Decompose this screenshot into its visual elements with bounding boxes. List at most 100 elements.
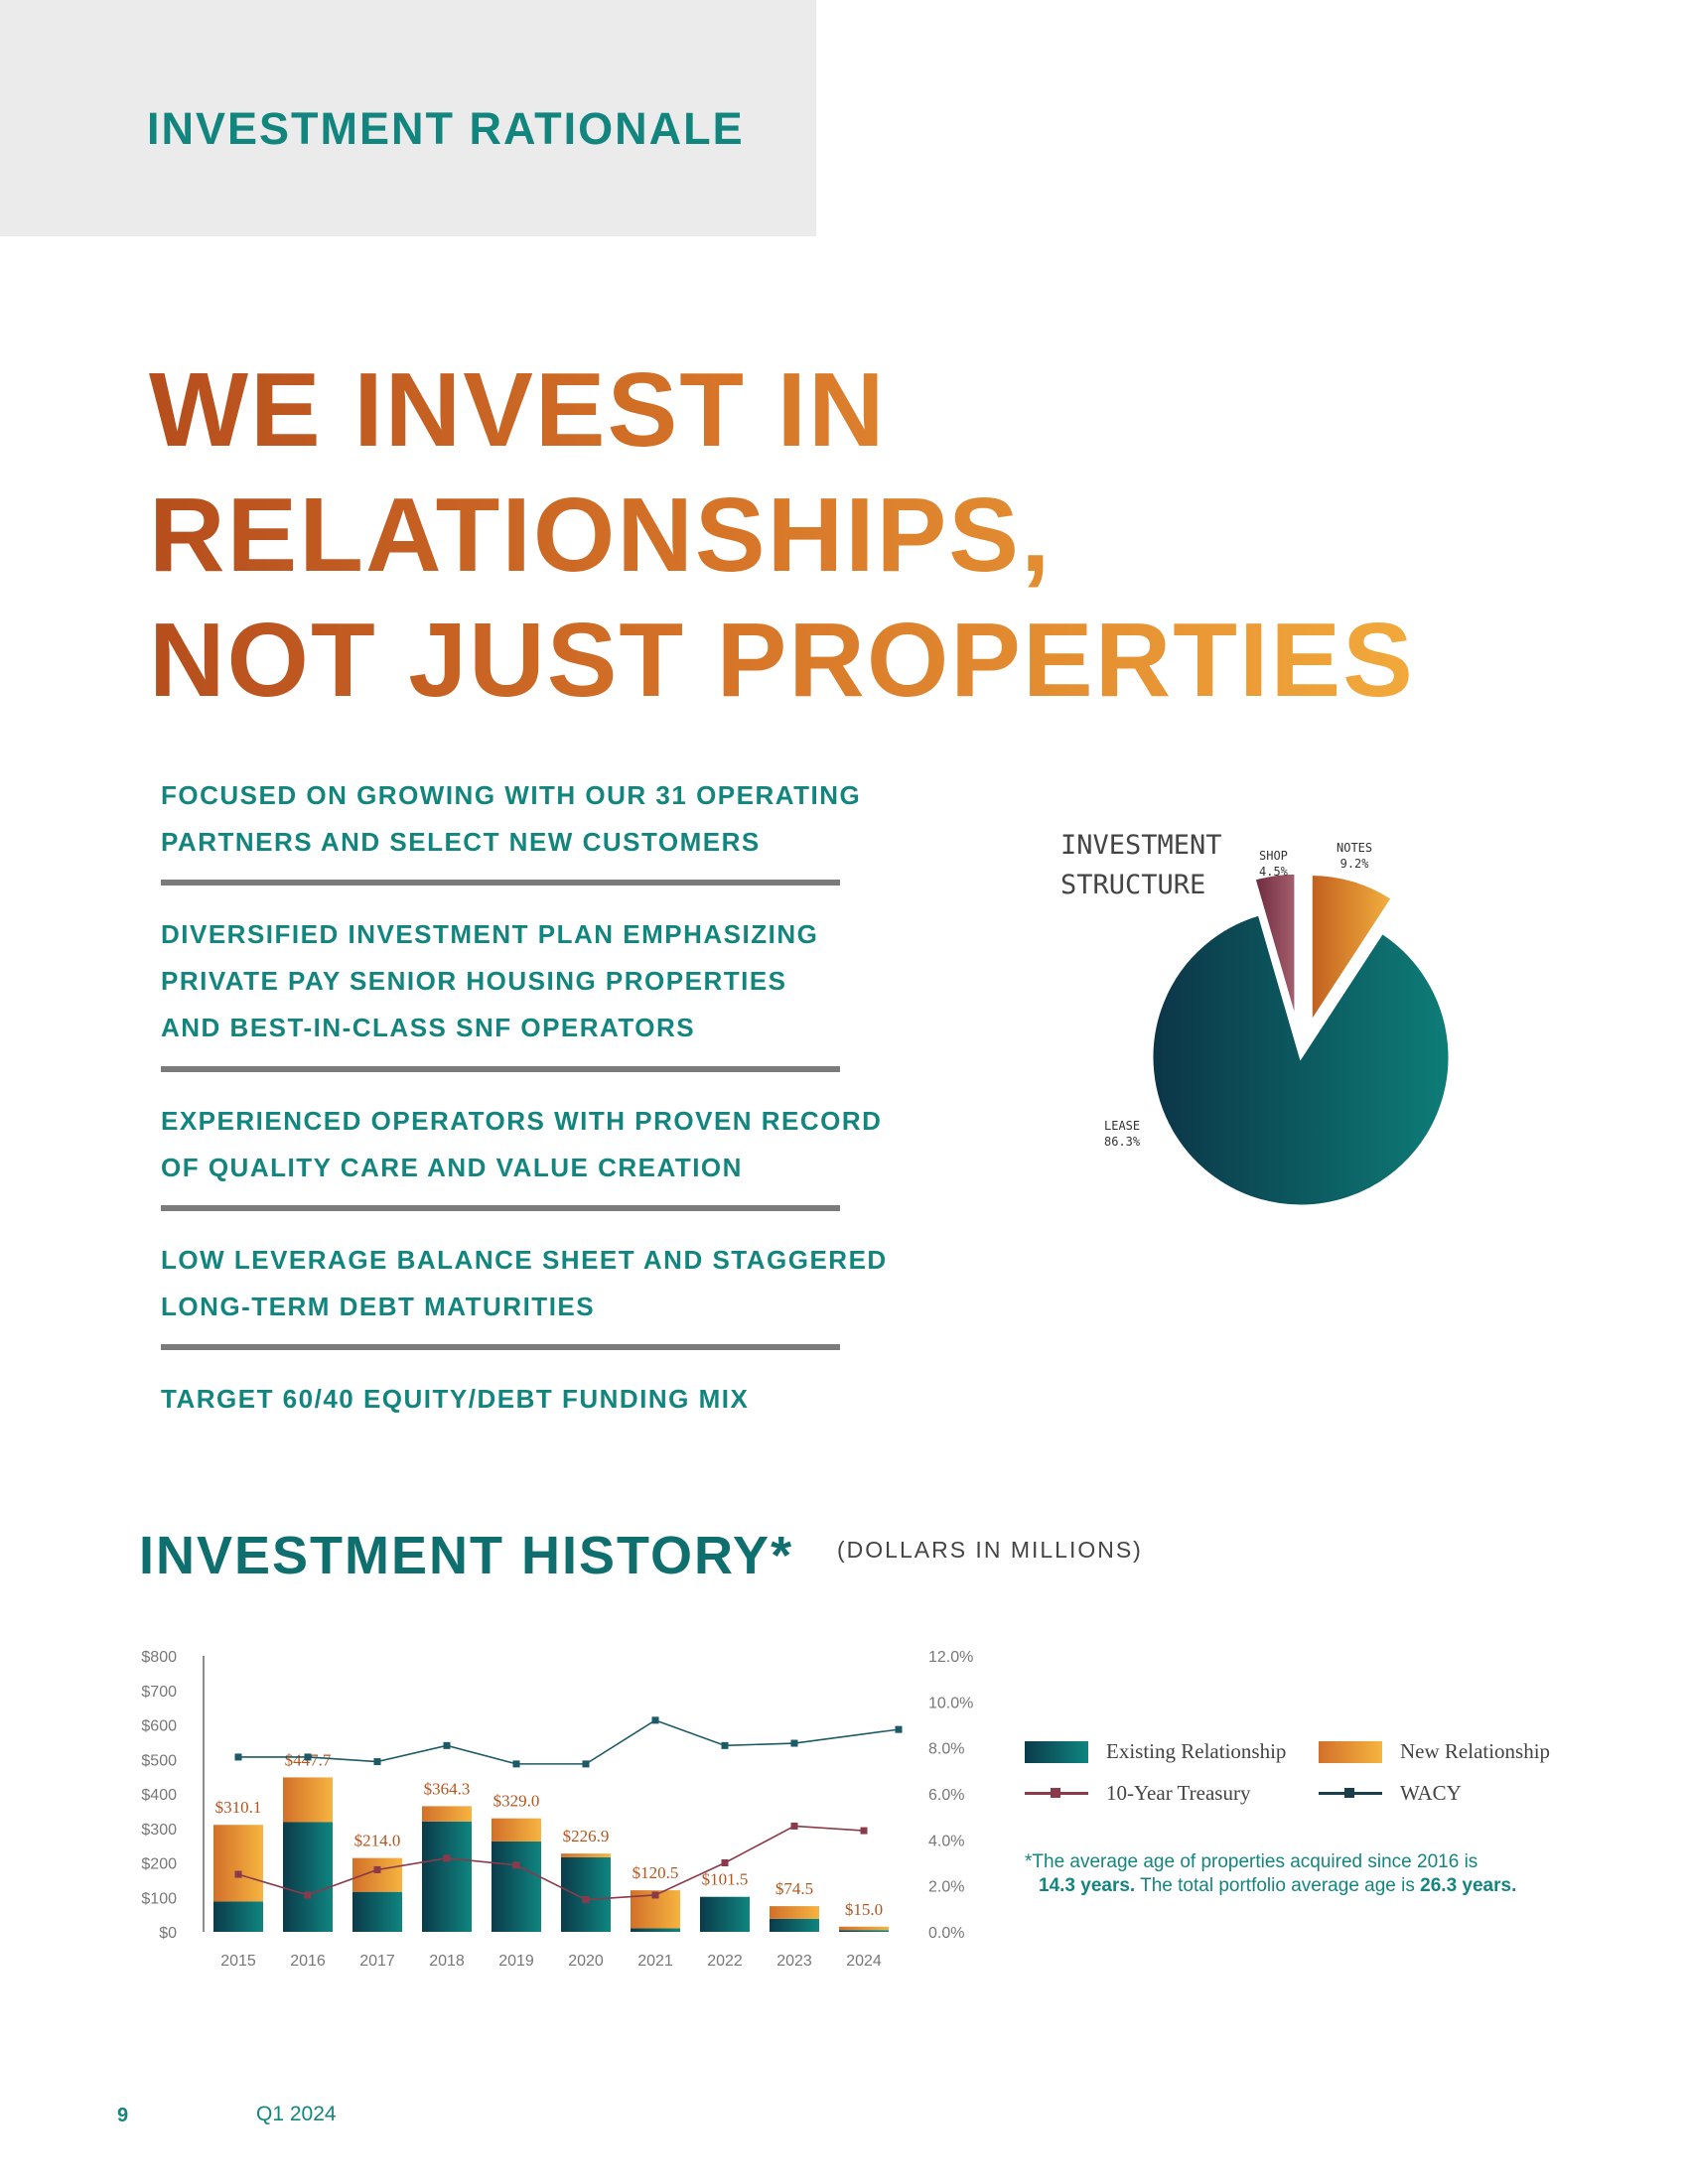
x-tick-label: 2021	[637, 1953, 673, 1970]
y-tick-label: $200	[141, 1856, 177, 1873]
section-label: INVESTMENT RATIONALE	[147, 103, 745, 154]
x-tick-label: 2022	[707, 1953, 743, 1970]
y-tick-label: $300	[141, 1822, 177, 1839]
pie-title-line: STRUCTURE	[1060, 870, 1206, 900]
x-tick-label: 2017	[359, 1953, 395, 1970]
legend-wacy: WACY	[1319, 1781, 1462, 1806]
footnote-line: *The average age of properties acquired …	[1025, 1851, 1478, 1872]
bar-total-label: $226.9	[563, 1827, 610, 1845]
bar-new	[492, 1818, 541, 1842]
line-wacy	[238, 1718, 900, 1765]
bar-new	[839, 1926, 889, 1931]
bullet-divider	[161, 1205, 840, 1211]
slice-pct: 4.5%	[1259, 865, 1288, 879]
bullet-line: PARTNERS AND SELECT NEW CUSTOMERS	[161, 827, 761, 857]
bullet-divider	[161, 880, 840, 886]
bullet-divider	[161, 1066, 840, 1072]
legend-label: New Relationship	[1400, 1739, 1551, 1763]
footnote: *The average age of properties acquired …	[1025, 1850, 1581, 1898]
pie-label-lease: LEASE 86.3%	[1104, 1118, 1140, 1150]
bar-existing	[492, 1841, 541, 1932]
point-treasury	[651, 1891, 659, 1899]
point-wacy	[895, 1725, 903, 1733]
bar-existing	[631, 1928, 680, 1932]
pie-slice-lease	[1150, 912, 1452, 1208]
x-tick-label: 2018	[429, 1953, 465, 1970]
bullet-5: TARGET 60/40 EQUITY/DEBT FUNDING MIX	[161, 1376, 915, 1423]
point-treasury	[512, 1861, 520, 1869]
point-treasury	[721, 1859, 729, 1866]
bar-new	[352, 1857, 402, 1892]
point-treasury	[304, 1891, 312, 1899]
bar-existing	[283, 1822, 333, 1932]
bar-new	[631, 1890, 680, 1929]
legend-swatch	[1025, 1740, 1088, 1763]
footnote-emphasis: 26.3 years.	[1420, 1875, 1517, 1896]
legend-treasury: 10-Year Treasury	[1025, 1781, 1250, 1806]
bar-existing	[839, 1930, 889, 1932]
line-treasury	[237, 1825, 865, 1901]
headline-line: RELATIONSHIPS,	[149, 477, 1053, 594]
bar-total-label: $120.5	[633, 1863, 679, 1882]
bar-new	[283, 1777, 333, 1823]
pie-title-line: INVESTMENT	[1060, 830, 1222, 861]
investment-structure-pie	[1150, 871, 1452, 1208]
legend-line	[1319, 1788, 1382, 1798]
legend-existing: Existing Relationship	[1025, 1739, 1286, 1764]
bar-total-label: $101.5	[702, 1870, 749, 1889]
y-tick-label: $500	[141, 1752, 177, 1769]
point-wacy	[373, 1758, 381, 1766]
period-label: Q1 2024	[256, 2103, 337, 2125]
footnote-text: The total portfolio average age is	[1135, 1875, 1421, 1896]
bar-new	[561, 1853, 611, 1857]
x-tick-label: 2015	[220, 1953, 256, 1970]
point-treasury	[860, 1827, 868, 1835]
point-wacy	[790, 1739, 798, 1747]
bar-existing	[213, 1901, 263, 1932]
bar-total-label: $447.7	[285, 1750, 332, 1769]
legend-label: WACY	[1400, 1781, 1462, 1805]
bar-total-label: $214.0	[354, 1832, 401, 1850]
pie-slice-shop	[1252, 871, 1298, 1023]
slice-pct: 9.2%	[1339, 857, 1369, 871]
slice-name: LEASE	[1104, 1119, 1141, 1133]
legend-label: Existing Relationship	[1106, 1739, 1287, 1763]
point-treasury	[234, 1870, 242, 1878]
header-band	[0, 0, 816, 236]
x-tick-label: 2019	[498, 1953, 534, 1970]
history-title: INVESTMENT HISTORY*	[139, 1526, 794, 1585]
headline-line: NOT JUST PROPERTIES	[149, 602, 1415, 719]
y-tick-label: $800	[141, 1649, 177, 1666]
point-wacy	[651, 1716, 659, 1724]
pie-label-shop: SHOP 4.5%	[1259, 848, 1288, 880]
bullet-line: EXPERIENCED OPERATORS WITH PROVEN RECORD	[161, 1106, 883, 1136]
headline: WE INVEST IN RELATIONSHIPS, NOT JUST PRO…	[149, 347, 1415, 723]
slice-name: SHOP	[1259, 849, 1288, 863]
legend-label: 10-Year Treasury	[1106, 1781, 1251, 1805]
y2-tick-label: 0.0%	[928, 1925, 964, 1942]
bar-total-label: $15.0	[845, 1900, 883, 1919]
y2-tick-label: 4.0%	[928, 1833, 964, 1849]
slice-name: NOTES	[1336, 841, 1373, 855]
legend-swatch	[1319, 1740, 1382, 1763]
bullet-line: PRIVATE PAY SENIOR HOUSING PROPERTIES	[161, 966, 787, 996]
point-wacy	[443, 1741, 451, 1749]
y2-tick-label: 10.0%	[928, 1695, 973, 1711]
legend-line	[1025, 1788, 1088, 1798]
bar-total-label: $74.5	[775, 1879, 813, 1898]
x-tick-label: 2020	[568, 1953, 604, 1970]
point-treasury	[443, 1854, 451, 1862]
bullet-2: DIVERSIFIED INVESTMENT PLAN EMPHASIZING …	[161, 911, 915, 1051]
bullet-line: DIVERSIFIED INVESTMENT PLAN EMPHASIZING	[161, 919, 819, 949]
page-number: 9	[117, 2105, 129, 2126]
pie-label-notes: NOTES 9.2%	[1336, 840, 1372, 872]
bar-total-label: $310.1	[215, 1798, 262, 1817]
point-wacy	[582, 1760, 590, 1768]
pie-slice-notes	[1309, 872, 1395, 1028]
bar-existing	[422, 1821, 472, 1932]
y-tick-label: $100	[141, 1890, 177, 1907]
bar-total-label: $329.0	[493, 1792, 540, 1811]
y-tick-label: $0	[159, 1925, 177, 1942]
pie-title: INVESTMENT STRUCTURE	[1060, 826, 1222, 905]
point-treasury	[790, 1822, 798, 1830]
